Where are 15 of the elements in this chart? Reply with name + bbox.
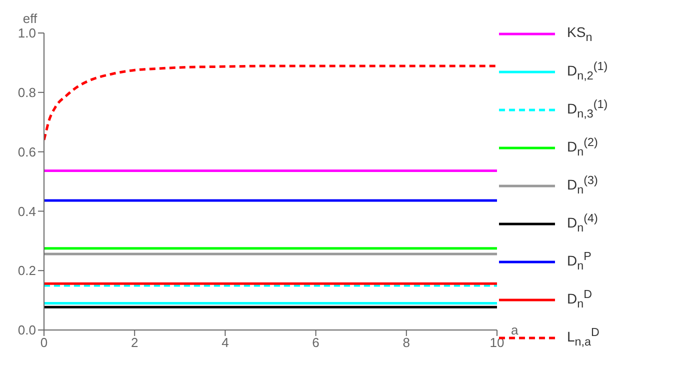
x-axis-title: a [511, 322, 519, 338]
x-tick-label: 0 [40, 335, 48, 350]
x-tick-label: 2 [130, 335, 138, 350]
y-tick-label: 0.8 [18, 85, 36, 100]
y-tick-label: 1.0 [18, 26, 36, 41]
y-axis-title: eff [22, 11, 38, 26]
x-tick-label: 8 [402, 335, 410, 350]
y-tick-label: 0.2 [18, 263, 36, 278]
y-tick-label: 0.4 [18, 204, 36, 219]
line-series [44, 64, 497, 142]
y-tick-label: 0.0 [18, 322, 36, 338]
x-tick-label: 4 [222, 335, 229, 350]
y-tick-label: 0.6 [18, 144, 36, 160]
legend-label: KS$_{n}$ [567, 24, 592, 44]
x-tick-label: 6 [312, 335, 320, 350]
